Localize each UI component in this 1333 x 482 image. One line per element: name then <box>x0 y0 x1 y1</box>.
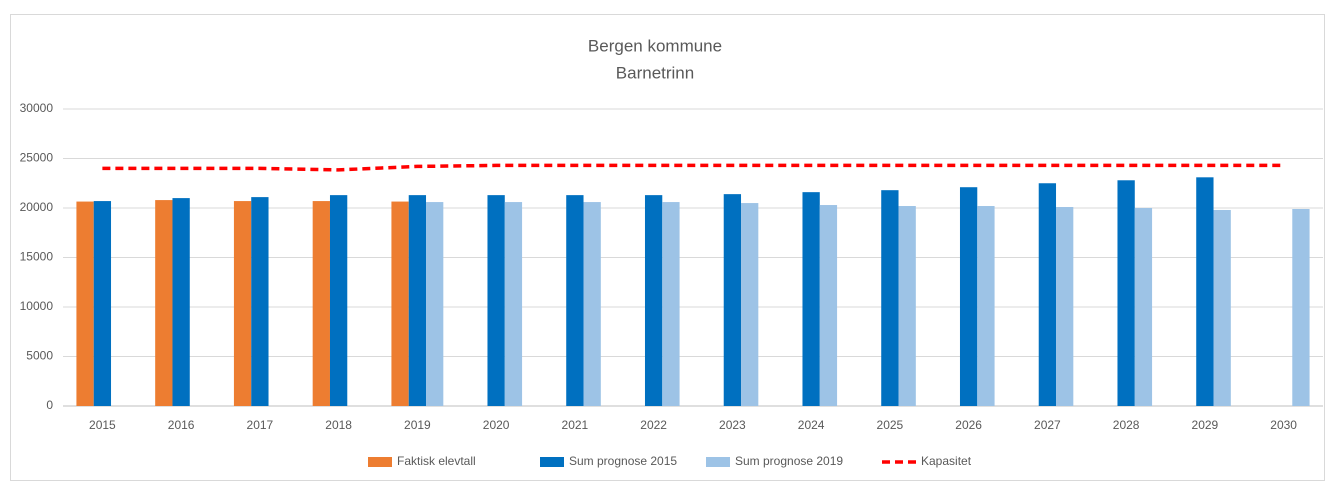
legend-label: Sum prognose 2015 <box>569 454 677 468</box>
bar <box>1056 207 1074 406</box>
bar <box>155 200 173 406</box>
bar <box>391 201 409 406</box>
bar <box>881 190 899 406</box>
bar <box>312 201 330 406</box>
bar <box>802 192 820 406</box>
bar <box>741 203 759 406</box>
legend-label: Faktisk elevtall <box>397 454 476 468</box>
x-tick-label: 2015 <box>89 418 116 432</box>
x-tick-label: 2030 <box>1270 418 1297 432</box>
bar <box>329 195 348 406</box>
bar <box>1292 208 1310 406</box>
x-tick-label: 2019 <box>404 418 431 432</box>
y-tick-label: 10000 <box>20 299 54 313</box>
x-tick-label: 2028 <box>1113 418 1140 432</box>
y-tick-label: 5000 <box>26 349 53 363</box>
bar <box>1134 208 1153 406</box>
x-tick-label: 2024 <box>798 418 825 432</box>
bar <box>487 195 505 406</box>
x-tick-label: 2017 <box>247 418 274 432</box>
bar <box>898 206 916 406</box>
x-tick-label: 2025 <box>877 418 904 432</box>
legend-swatch <box>540 457 564 467</box>
bar <box>819 205 838 406</box>
bar <box>1117 180 1135 406</box>
chart-title: Bergen kommune <box>588 36 722 55</box>
chart-subtitle: Barnetrinn <box>616 63 694 82</box>
y-tick-label: 25000 <box>20 151 54 165</box>
x-tick-label: 2022 <box>640 418 667 432</box>
line <box>102 163 1284 172</box>
bar <box>662 202 680 406</box>
legend-label: Kapasitet <box>921 454 972 468</box>
x-tick-label: 2018 <box>325 418 352 432</box>
legend-label: Sum prognose 2019 <box>735 454 843 468</box>
bar <box>426 202 444 406</box>
bar <box>504 202 523 406</box>
bar <box>76 201 94 406</box>
x-tick-label: 2029 <box>1192 418 1219 432</box>
x-tick-label: 2020 <box>483 418 510 432</box>
bar <box>93 201 112 406</box>
y-tick-label: 0 <box>46 398 53 412</box>
x-tick-label: 2016 <box>168 418 195 432</box>
y-tick-label: 20000 <box>20 200 54 214</box>
bar <box>644 195 663 406</box>
bar <box>233 201 252 406</box>
bar <box>566 195 584 406</box>
y-tick-label: 30000 <box>20 101 54 115</box>
legend-swatch <box>368 457 392 467</box>
bar <box>251 197 269 406</box>
x-tick-label: 2026 <box>955 418 982 432</box>
x-tick-label: 2027 <box>1034 418 1061 432</box>
y-tick-label: 15000 <box>20 250 54 264</box>
x-tick-label: 2021 <box>562 418 589 432</box>
bar <box>408 195 427 406</box>
bar <box>959 187 978 406</box>
bar <box>1213 209 1231 406</box>
bar <box>1196 177 1214 406</box>
bar <box>977 206 995 406</box>
legend-swatch <box>706 457 730 467</box>
x-tick-label: 2023 <box>719 418 746 432</box>
bar <box>172 198 190 406</box>
bar <box>723 194 742 406</box>
bar <box>583 202 601 406</box>
bar <box>1038 183 1057 406</box>
